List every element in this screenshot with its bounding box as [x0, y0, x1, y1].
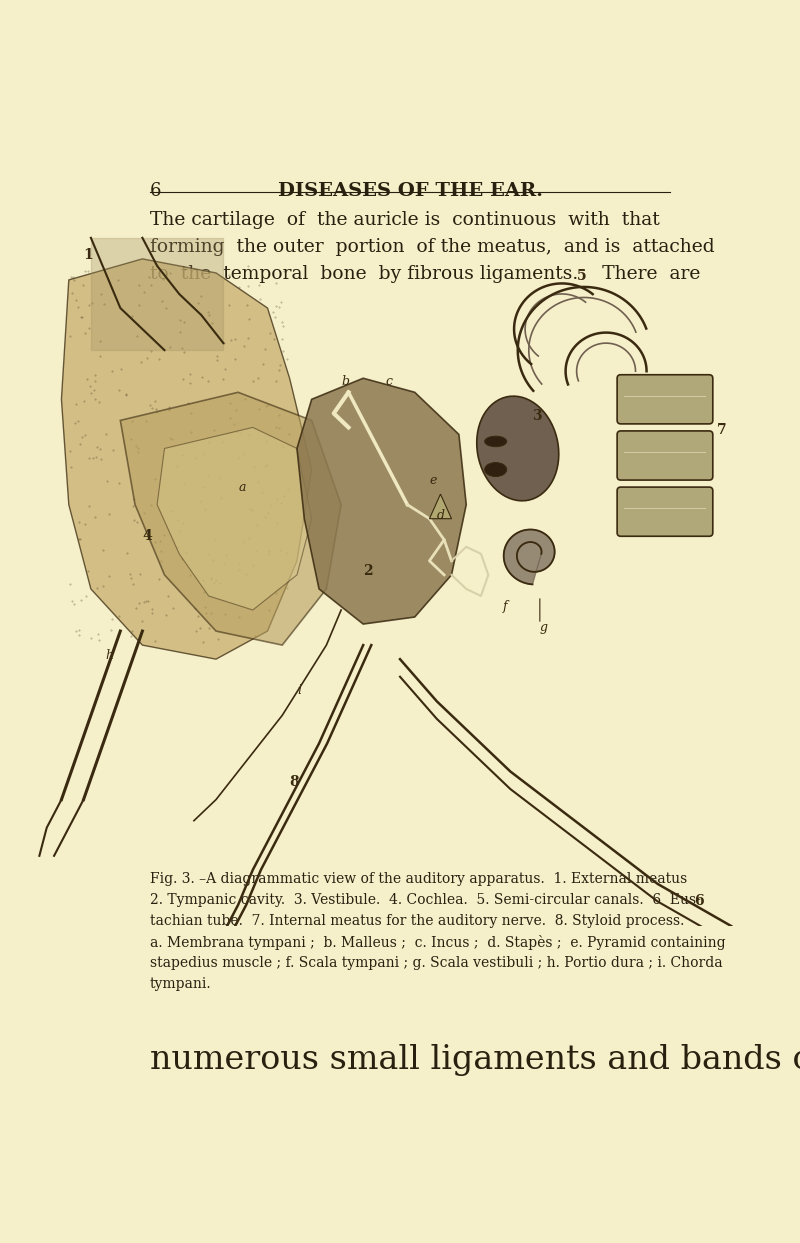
- Text: to  the  temporal  bone  by fibrous ligaments.    There  are: to the temporal bone by fibrous ligament…: [150, 265, 700, 283]
- Polygon shape: [504, 530, 554, 584]
- Text: a. Membrana tympani ;  b. Malleus ;  c. Incus ;  d. Stapès ;  e. Pyramid contain: a. Membrana tympani ; b. Malleus ; c. In…: [150, 935, 726, 950]
- Text: stapedius muscle ; f. Scala tympani ; g. Scala vestibuli ; h. Portio dura ; i. C: stapedius muscle ; f. Scala tympani ; g.…: [150, 956, 722, 970]
- Ellipse shape: [485, 436, 506, 446]
- Text: 6: 6: [694, 894, 704, 907]
- Text: tympani.: tympani.: [150, 977, 211, 991]
- Text: f: f: [503, 600, 508, 613]
- Text: 6: 6: [150, 181, 161, 200]
- Text: 5: 5: [577, 268, 586, 283]
- Polygon shape: [430, 495, 451, 518]
- Text: 2: 2: [363, 564, 373, 578]
- Text: i: i: [297, 685, 301, 697]
- Text: tachian tube.  7. Internal meatus for the auditory nerve.  8. Styloid process.: tachian tube. 7. Internal meatus for the…: [150, 914, 684, 927]
- Text: numerous small ligaments and bands of  muscular fibres: numerous small ligaments and bands of mu…: [150, 1044, 800, 1076]
- Polygon shape: [157, 428, 312, 610]
- Text: g: g: [540, 622, 548, 634]
- Text: 7: 7: [717, 424, 726, 438]
- Text: a: a: [238, 481, 246, 493]
- FancyBboxPatch shape: [617, 431, 713, 480]
- Text: 4: 4: [142, 528, 152, 543]
- FancyBboxPatch shape: [617, 487, 713, 536]
- Text: forming  the outer  portion  of the meatus,  and is  attached: forming the outer portion of the meatus,…: [150, 239, 714, 256]
- Text: Fig. 3. –A diagrammatic view of the auditory apparatus.  1. External meatus: Fig. 3. –A diagrammatic view of the audi…: [150, 871, 687, 886]
- Text: 8: 8: [290, 774, 299, 788]
- FancyBboxPatch shape: [617, 374, 713, 424]
- Ellipse shape: [477, 397, 558, 501]
- Text: e: e: [430, 474, 437, 486]
- Text: c: c: [386, 375, 392, 388]
- Text: b: b: [341, 375, 349, 388]
- Text: h: h: [106, 649, 114, 663]
- Text: 3: 3: [533, 409, 542, 424]
- Ellipse shape: [485, 462, 506, 476]
- Text: 1: 1: [83, 247, 94, 262]
- Text: 2. Tympanic cavity.  3. Vestibule.  4. Cochlea.  5. Semi-circular canals.  6  Eu: 2. Tympanic cavity. 3. Vestibule. 4. Coc…: [150, 892, 701, 907]
- Polygon shape: [120, 393, 341, 645]
- Text: The cartilage  of  the auricle is  continuous  with  that: The cartilage of the auricle is continuo…: [150, 211, 659, 230]
- Text: DISEASES OF THE EAR.: DISEASES OF THE EAR.: [278, 181, 542, 200]
- Polygon shape: [297, 378, 466, 624]
- Polygon shape: [62, 259, 312, 659]
- Text: d: d: [437, 508, 445, 522]
